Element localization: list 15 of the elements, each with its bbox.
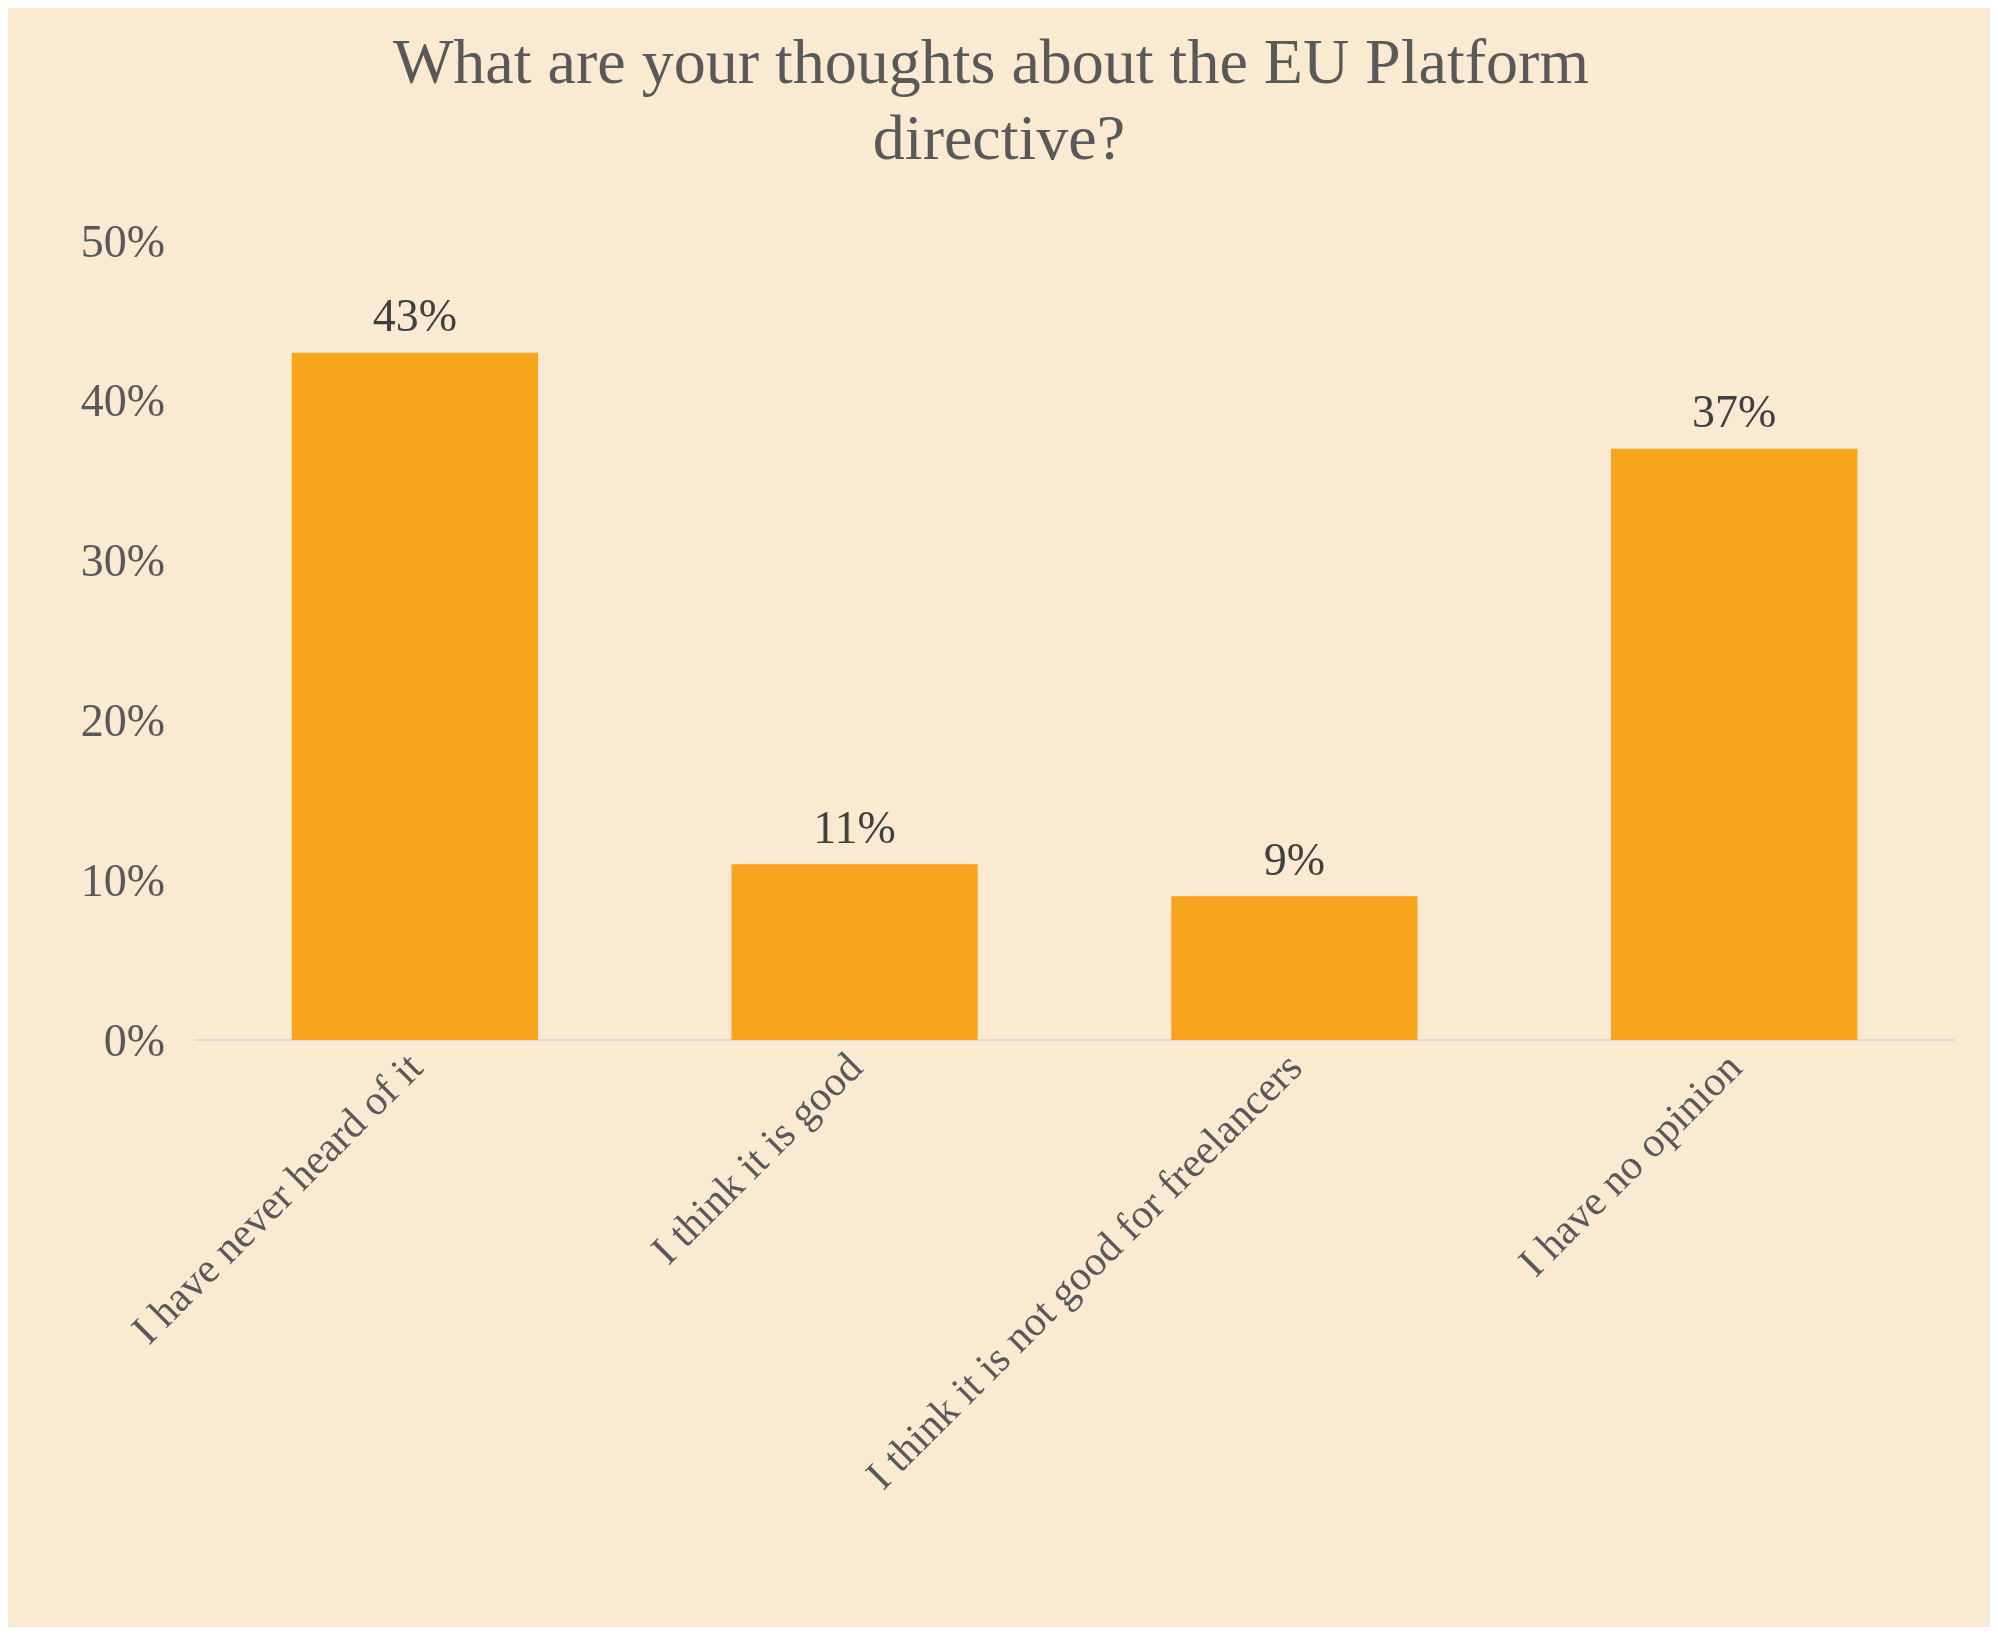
y-tick-label: 20% bbox=[80, 694, 165, 746]
data-label: 43% bbox=[372, 290, 458, 342]
bar bbox=[1171, 896, 1418, 1040]
chart-title: What are your thoughts about the EU Platform directive? bbox=[392, 25, 1606, 173]
y-tick-label: 50% bbox=[80, 215, 165, 267]
y-tick-label: 30% bbox=[80, 535, 165, 587]
y-tick-label: 40% bbox=[80, 375, 165, 427]
bar bbox=[1611, 448, 1858, 1040]
data-label: 9% bbox=[1263, 833, 1326, 885]
data-label: 37% bbox=[1691, 386, 1777, 438]
bar bbox=[731, 864, 978, 1040]
y-tick-label: 10% bbox=[80, 854, 165, 906]
bar bbox=[291, 352, 539, 1040]
y-tick-label: 0% bbox=[103, 1014, 165, 1066]
data-label: 11% bbox=[813, 801, 896, 853]
